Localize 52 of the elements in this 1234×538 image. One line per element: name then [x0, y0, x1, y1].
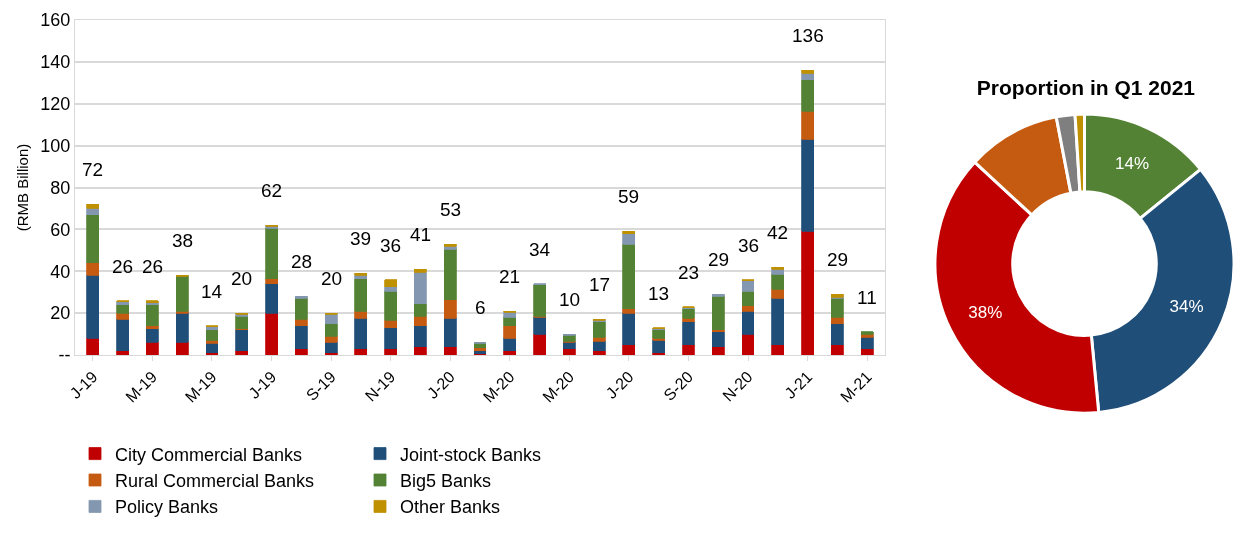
total-label: 39 [350, 228, 372, 249]
total-label: 28 [291, 251, 313, 272]
y-tick-label: 120 [40, 94, 71, 115]
total-label: 34 [529, 239, 551, 260]
y-tick-label: 20 [50, 303, 71, 324]
total-label: 20 [231, 268, 253, 289]
y-tick-label: 40 [50, 261, 71, 282]
data-label: 14% [1115, 154, 1150, 174]
total-label: 53 [440, 199, 462, 220]
y-tick-label: 80 [50, 177, 71, 198]
x-tick-label: J-19 [245, 367, 280, 402]
data-label: 38% [968, 303, 1003, 323]
x-tick-label: J-20 [602, 367, 637, 402]
total-label: 36 [738, 235, 760, 256]
y-tick-label: 100 [40, 135, 71, 156]
total-label: 38 [172, 230, 194, 251]
legend-label: Policy Banks [115, 497, 219, 518]
x-tick-label: J-19 [66, 367, 101, 402]
y-tick-label: 60 [50, 219, 71, 240]
total-label: 10 [559, 289, 581, 310]
data-label: 34% [1169, 296, 1204, 316]
total-label: 62 [261, 180, 283, 201]
legend-label: Big5 Banks [400, 471, 492, 492]
total-label: 29 [708, 249, 730, 270]
total-label: 11 [857, 287, 877, 308]
total-label: 13 [648, 283, 670, 304]
total-label: 136 [792, 25, 824, 46]
y-axis-title: (RMB Billion) [13, 143, 31, 232]
legend-label: Other Banks [400, 497, 501, 518]
total-label: 23 [678, 262, 700, 283]
total-label: 6 [475, 297, 486, 318]
total-label: 36 [380, 235, 402, 256]
x-tick-label: J-20 [423, 367, 459, 402]
total-label: 72 [82, 159, 104, 180]
total-label: 14 [201, 281, 223, 302]
legend-label: City Commercial Banks [115, 444, 303, 465]
x-tick-label: J-21 [781, 367, 816, 402]
y-tick-label: 140 [40, 52, 71, 73]
y-tick-label: 160 [40, 10, 71, 31]
legend-label: Joint-stock Banks [400, 444, 542, 465]
total-label: 42 [767, 222, 789, 243]
total-label: 20 [321, 268, 343, 289]
total-label: 21 [499, 266, 521, 287]
total-label: 26 [112, 256, 134, 277]
total-label: 41 [410, 224, 432, 245]
y-tick-label: -- [58, 345, 71, 366]
total-label: 26 [142, 256, 164, 277]
legend-label: Rural Commercial Banks [115, 471, 315, 492]
total-label: 59 [618, 186, 640, 207]
chart-title: Proportion in Q1 2021 [976, 76, 1196, 100]
total-label: 17 [589, 274, 611, 295]
total-label: 29 [827, 249, 849, 270]
